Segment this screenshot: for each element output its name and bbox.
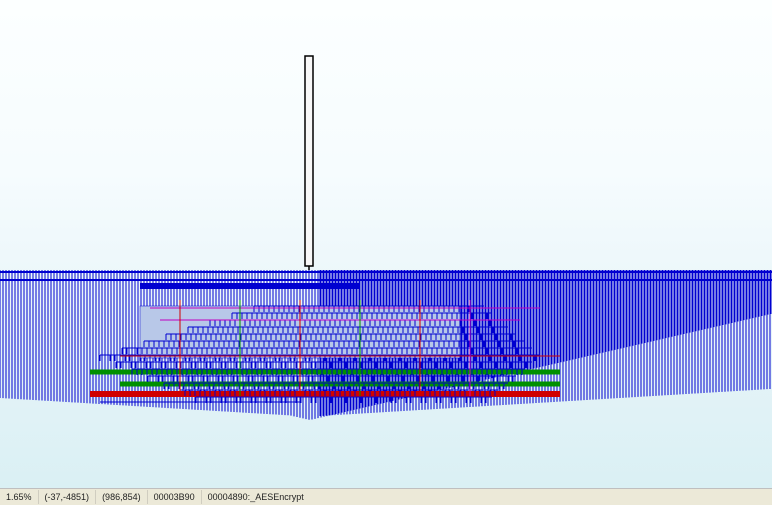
status-address: 00003B90	[148, 490, 202, 504]
status-zoom: 1.65%	[0, 490, 39, 504]
graph-canvas[interactable]	[0, 0, 772, 489]
status-bar: 1.65% (-37,-4851) (986,854) 00003B90 000…	[0, 488, 772, 505]
status-coord-a: (-37,-4851)	[39, 490, 97, 504]
status-symbol: 00004890:_AESEncrypt	[202, 490, 310, 504]
status-coord-b: (986,854)	[96, 490, 148, 504]
callgraph-svg	[0, 0, 772, 489]
